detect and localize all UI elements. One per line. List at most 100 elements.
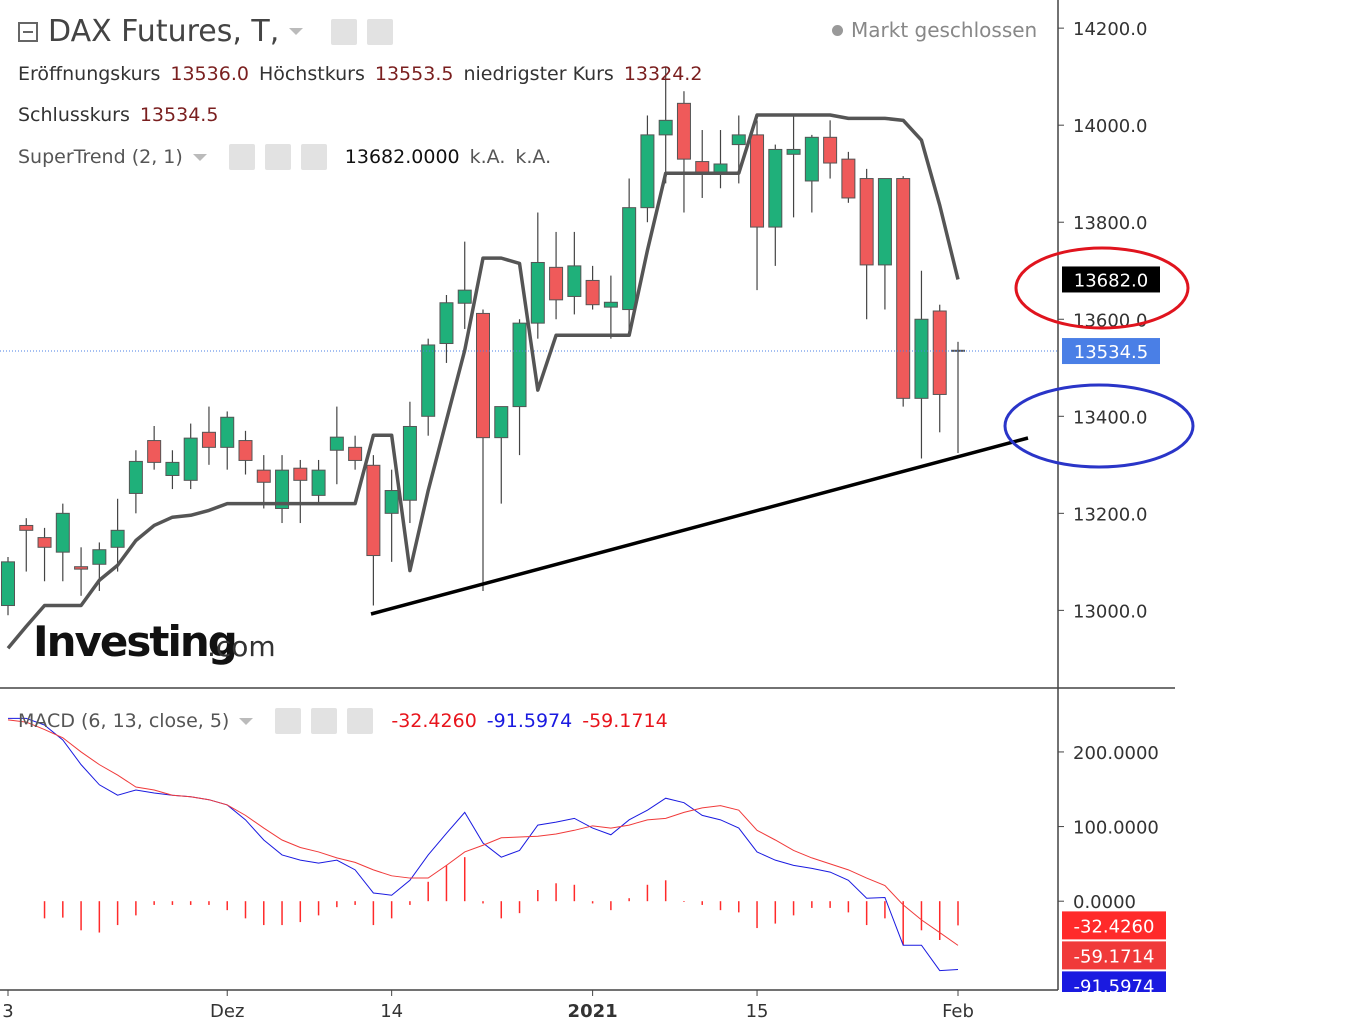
candle-body <box>74 566 89 570</box>
price-panel <box>0 66 1058 650</box>
candle-body <box>786 148 801 155</box>
blue-ellipse <box>1003 383 1195 469</box>
candle-body <box>896 178 911 399</box>
indicator-badge <box>1062 266 1160 293</box>
trend-line <box>370 436 1029 616</box>
candle-body <box>329 436 344 451</box>
eye-icon[interactable] <box>275 708 302 734</box>
y-tick-label: 13800.0 <box>1073 213 1147 234</box>
ohlc-value: 13534.5 <box>139 104 219 126</box>
y-tick-label: 13400.0 <box>1073 407 1147 428</box>
macd-line <box>8 717 959 972</box>
close-row: Schlusskurs 13534.5 <box>18 104 218 126</box>
candle-body <box>494 406 509 439</box>
watermark-brand: Investing <box>33 617 236 666</box>
candle-body <box>220 416 235 448</box>
ohlc-row: Eröffnungskurs 13536.0 Höchstkurs 13553.5 … <box>18 63 702 85</box>
candle-body <box>530 261 545 324</box>
indicator-badge-label: 13682.0 <box>1074 270 1148 291</box>
candle-body <box>37 537 52 548</box>
candle-body <box>859 178 874 266</box>
candle-body <box>384 490 399 514</box>
candle-body <box>275 469 290 509</box>
macd-value: -91.5974 <box>486 710 573 732</box>
candle-body <box>147 440 162 463</box>
macd-badge <box>1062 911 1166 940</box>
close-icon[interactable] <box>300 144 327 170</box>
macd-badge-label: -32.4260 <box>1074 916 1155 937</box>
y-tick-label: 0.0000 <box>1073 892 1136 913</box>
y-tick-label: 200.0000 <box>1073 743 1159 764</box>
macd-badge-label: -59.1714 <box>1074 946 1155 967</box>
collapse-icon[interactable] <box>18 21 38 42</box>
candle-body <box>311 469 326 496</box>
status-text: Markt geschlossen <box>851 18 1038 42</box>
candle-body <box>348 446 363 461</box>
indicator-name: SuperTrend (2, 1) <box>18 146 183 168</box>
candle-body <box>750 134 765 228</box>
candle-body <box>238 440 253 461</box>
candle-body <box>165 461 180 476</box>
candle-body <box>421 344 436 417</box>
watermark-suffix: .com <box>207 630 276 663</box>
indicator-row: SuperTrend (2, 1) 13682.0000 k.A. k.A. <box>18 144 551 170</box>
x-tick-label: Dez <box>210 1001 244 1022</box>
candle-body <box>19 524 34 531</box>
eye-icon[interactable] <box>228 144 255 170</box>
indicator-value: 13682.0000 <box>344 146 460 168</box>
dropdown[interactable] <box>289 28 304 35</box>
candle-body <box>1 561 15 607</box>
candle-body <box>457 289 472 304</box>
candle-body <box>823 136 838 164</box>
dropdown[interactable] <box>239 717 254 725</box>
axes: 13000.013200.013400.013600.013800.014000… <box>0 0 1175 1022</box>
candle-body <box>512 322 527 408</box>
dropdown[interactable] <box>192 153 207 161</box>
price-badge-label: 13534.5 <box>1074 342 1148 363</box>
candle-body <box>439 302 454 345</box>
gear-icon[interactable] <box>311 708 338 734</box>
gear-icon[interactable] <box>367 18 394 45</box>
close-icon[interactable] <box>347 708 374 734</box>
macd-value: -59.1714 <box>582 710 668 732</box>
price-badge <box>1062 338 1160 365</box>
y-tick-label: 100.0000 <box>1073 818 1159 839</box>
candle-body <box>731 134 746 146</box>
gear-icon[interactable] <box>264 144 291 170</box>
candle-body <box>914 318 929 399</box>
ohlc-name: Schlusskurs <box>18 104 130 126</box>
x-tick-label: 2021 <box>568 1001 618 1022</box>
y-tick-label: 13200.0 <box>1073 504 1147 525</box>
macd-name: MACD (6, 13, close, 5) <box>18 710 230 732</box>
macd-panel <box>7 717 959 972</box>
candle-body <box>932 310 947 395</box>
ohlc-name: niedrigster Kurs <box>463 63 614 85</box>
candle-body <box>841 158 856 199</box>
candle-body <box>55 512 70 553</box>
candle-body <box>183 437 198 481</box>
x-tick-label: Feb <box>942 1001 974 1022</box>
candle-body <box>366 464 381 557</box>
ohlc-name: Höchstkurs <box>258 63 365 85</box>
ohlc-value: 13536.0 <box>170 63 249 85</box>
candle-body <box>128 460 143 494</box>
candle-body <box>804 136 819 182</box>
eye-icon[interactable] <box>331 18 358 45</box>
candle-body <box>549 266 564 301</box>
macd-badge <box>1062 941 1166 970</box>
candle-body <box>585 279 600 306</box>
candle-body <box>92 549 107 565</box>
candle-body <box>402 425 417 501</box>
status-dot <box>832 24 843 36</box>
indicator-value: k.A. <box>469 146 506 168</box>
candle-body <box>877 178 892 266</box>
indicator-line <box>6 113 960 650</box>
candle-body <box>110 529 125 548</box>
candle-body <box>622 207 637 311</box>
x-tick-label: 15 <box>746 1001 769 1022</box>
candle-body <box>603 301 618 308</box>
candle-body <box>201 431 216 448</box>
